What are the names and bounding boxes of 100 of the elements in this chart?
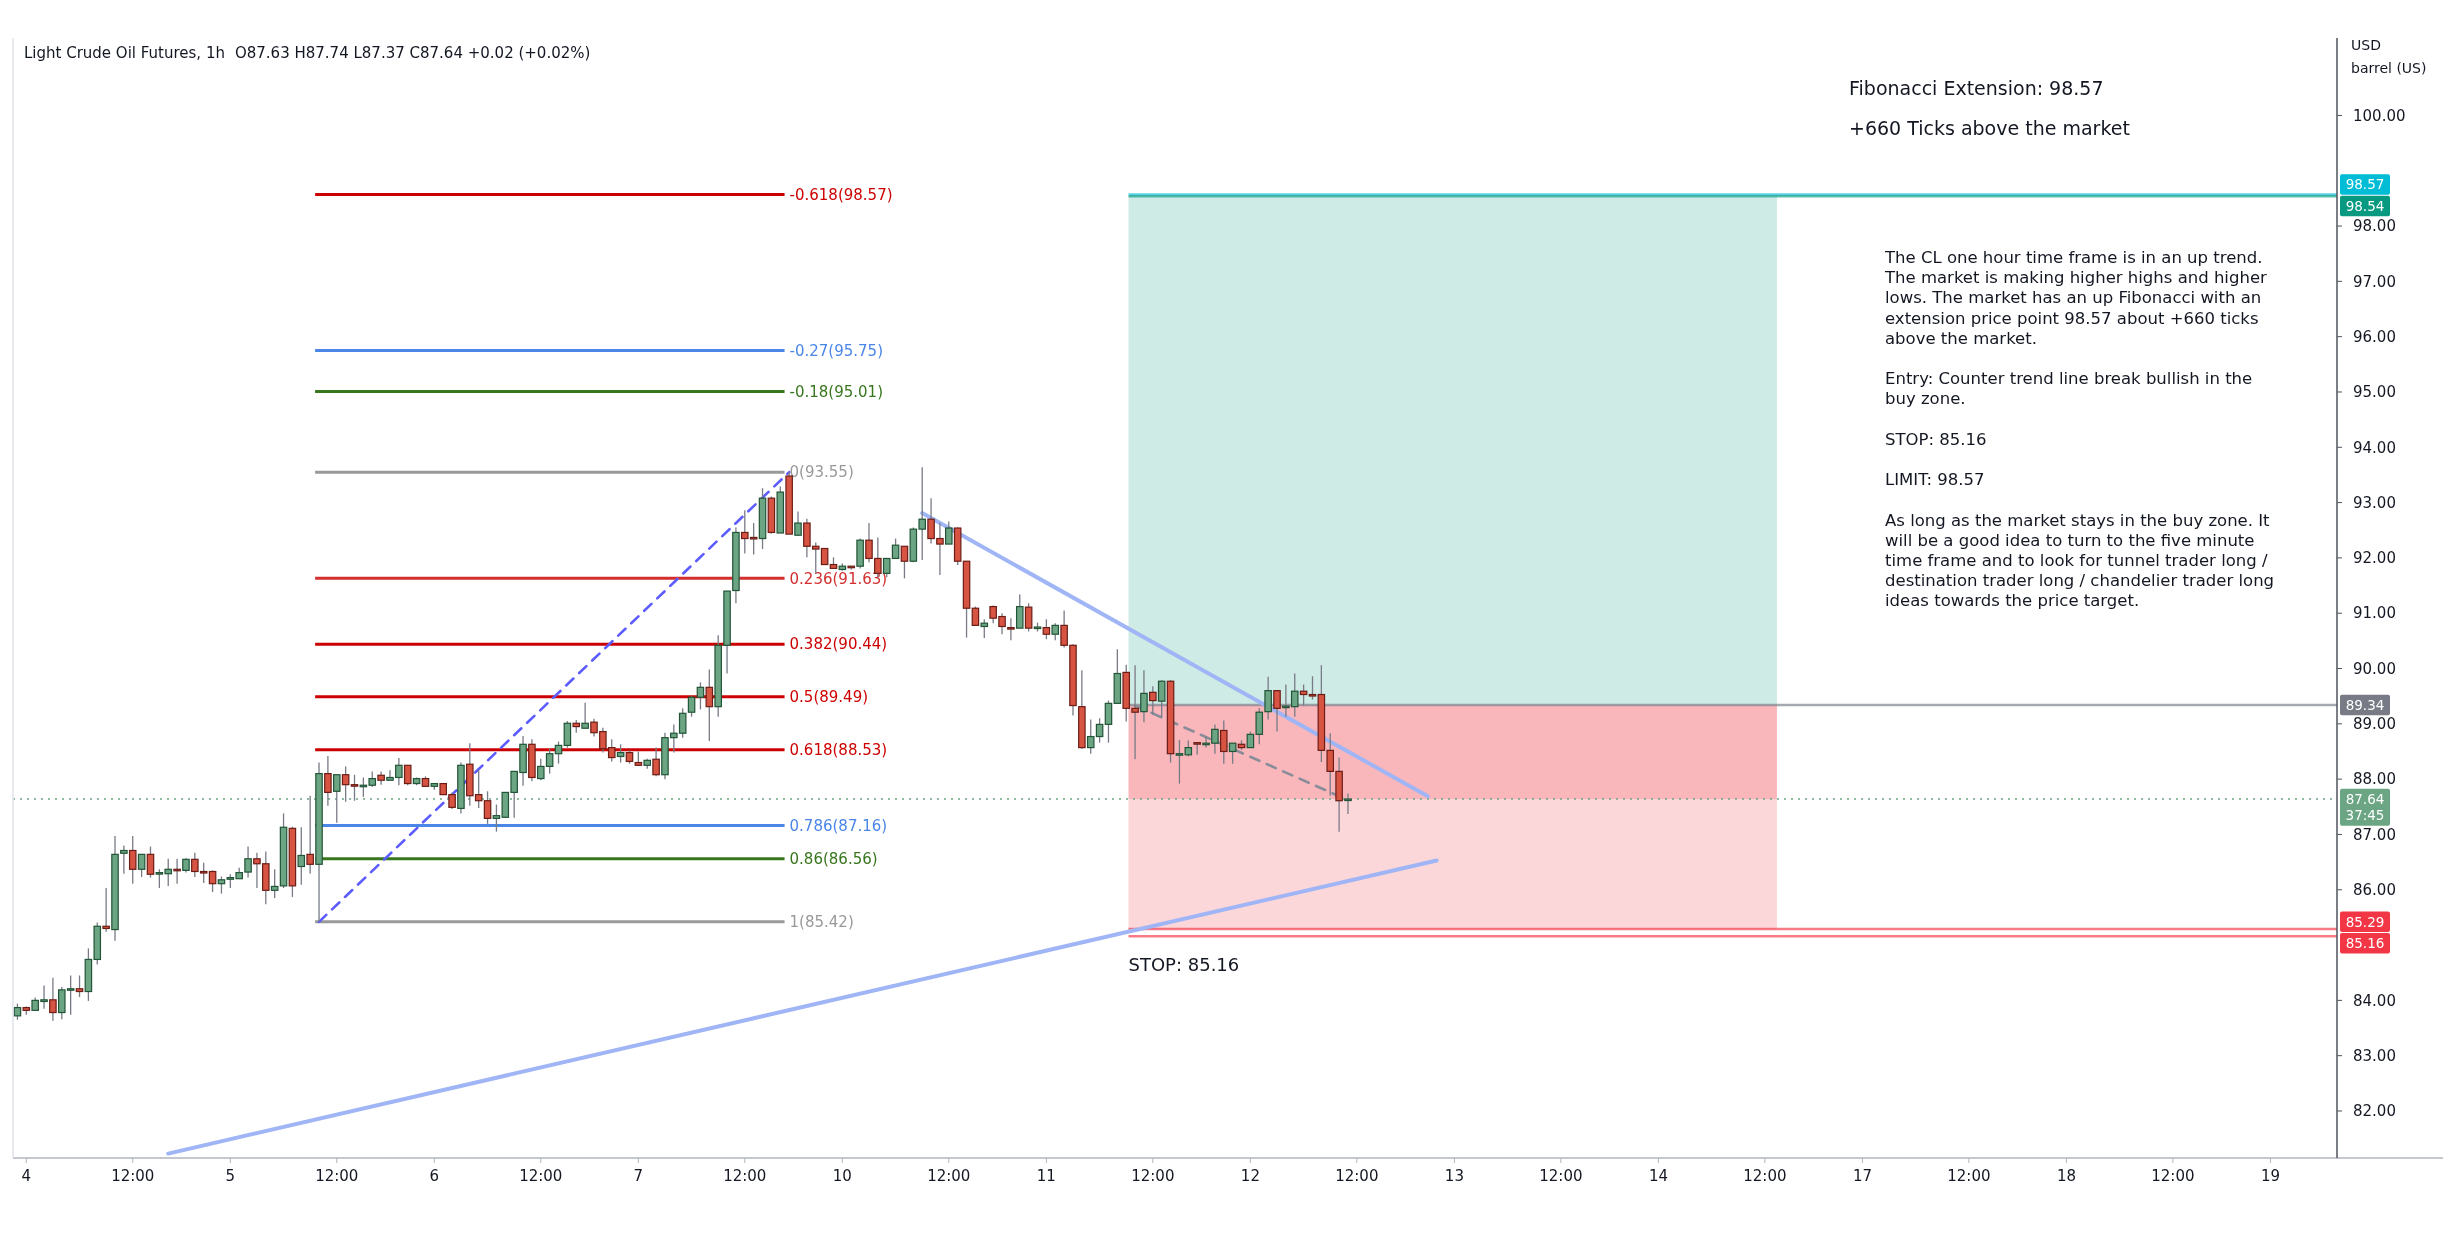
y-tick-label: 97.00: [2353, 272, 2396, 291]
y-tick-label: 90.00: [2353, 659, 2396, 678]
candlestick: [1219, 719, 1228, 765]
x-tick-label: 12:00: [723, 1167, 767, 1186]
y-tick-label: 86.00: [2353, 881, 2396, 899]
x-tick-label: 12:00: [1743, 1167, 1787, 1186]
x-tick-label: 17: [1852, 1167, 1872, 1186]
candlestick: [306, 795, 314, 875]
ref-line-label: 89.34: [2345, 696, 2385, 713]
x-tick-label: 12:00: [1539, 1167, 1583, 1186]
ref-line-label: 98.54: [2345, 197, 2385, 214]
chart-subtitle: O87.63 H87.74 L87.37 C87.64 +0.02 (+0.02%): [234, 44, 591, 62]
candlestick: [137, 853, 146, 878]
ref-line-label: 0.5(89.49): [789, 687, 869, 706]
ref-line-label: -0.18(95.01): [789, 382, 884, 401]
y-axis-title: USD barrel (US): [2351, 37, 2427, 76]
annotation: Fibonacci Extension: 98.57: [1849, 77, 2104, 99]
y-tick-label: 88.00: [2353, 770, 2396, 789]
ref-line-label: 98.57: [2345, 176, 2385, 193]
y-tick-label: 84.00: [2353, 991, 2396, 1010]
candlestick: [1015, 593, 1024, 629]
candlestick: [1104, 699, 1113, 744]
annotation: As long as the market stays in the buy zone. It will be a good idea to turn to the five minute time frame and to look for tunnel trader long / destination trader long / chandelier trader long ideas towards the price target.: [1885, 510, 2275, 611]
candlestick: [971, 605, 980, 627]
x-tick-label: 10: [832, 1167, 852, 1186]
ref-line-label: 0.236(91.63): [789, 569, 888, 588]
ref-line-label: 0.86(86.56): [789, 850, 878, 869]
x-tick-label: 12:00: [519, 1167, 563, 1186]
candlestick: [1024, 602, 1033, 633]
candlestick: [102, 887, 110, 933]
candlestick: [705, 668, 714, 742]
ref-line-label: 87.64 37:45: [2345, 790, 2385, 824]
candlestick: [1264, 676, 1272, 721]
candlestick: [1308, 675, 1317, 701]
candlestick: [1042, 618, 1051, 640]
candlestick: [49, 977, 57, 1022]
ref-line-label: 1(85.42): [789, 913, 854, 932]
y-tick-label: 100.00: [2353, 106, 2406, 125]
candlestick: [120, 844, 128, 875]
candlestick: [945, 520, 953, 545]
y-tick-label: 87.00: [2353, 825, 2396, 844]
candlestick: [1157, 679, 1166, 719]
candlestick: [324, 755, 332, 807]
annotation: LIMIT: 98.57: [1885, 470, 1985, 490]
candlestick: [581, 702, 589, 729]
ref-line-label: 0.786(87.16): [789, 816, 888, 835]
ref-line-label: 0.382(90.44): [789, 635, 888, 654]
y-tick-label: 96.00: [2353, 327, 2396, 346]
candlestick: [1273, 689, 1281, 733]
candlestick: [1140, 669, 1148, 723]
x-tick-label: 13: [1444, 1167, 1464, 1186]
x-tick-label: 6: [429, 1167, 440, 1186]
ref-line-label: -0.618(98.57): [789, 185, 893, 204]
annotation: STOP: 85.16: [1885, 429, 1987, 449]
candlestick: [403, 764, 412, 786]
y-tick-label: 92.00: [2353, 549, 2396, 568]
y-tick-label: 82.00: [2353, 1102, 2396, 1121]
ref-line-label: -0.27(95.75): [789, 341, 884, 360]
candlestick: [75, 974, 84, 998]
x-tick-label: 7: [633, 1167, 644, 1186]
x-tick-label: 19: [2260, 1167, 2281, 1186]
candlestick: [297, 826, 306, 886]
candlestick: [900, 545, 909, 580]
candlestick: [341, 765, 350, 803]
x-tick-label: 12:00: [927, 1167, 971, 1186]
ref-line-label: 85.16: [2345, 935, 2385, 952]
annotation: The CL one hour time frame is in an up trend. The market is making higher highs and higher lows. The market has an up Fibonacci with an extension price point 98.57 about +660 ticks above the market.: [1884, 248, 2268, 348]
candlestick: [616, 743, 625, 764]
candlestick: [980, 618, 989, 639]
x-tick-label: 4: [21, 1167, 32, 1186]
annotation: +660 Ticks above the market: [1849, 117, 2130, 139]
x-tick-label: 18: [2056, 1167, 2076, 1186]
candlestick: [652, 746, 660, 778]
annotation: STOP: 85.16: [1128, 954, 1240, 976]
ref-line-label: 0(93.55): [789, 463, 854, 482]
x-tick-label: 14: [1648, 1167, 1668, 1186]
candlestick: [1149, 685, 1157, 716]
candlestick: [563, 720, 572, 749]
candlestick: [794, 510, 802, 536]
candlestick: [687, 694, 696, 718]
x-tick-label: 12:00: [111, 1167, 155, 1186]
y-tick-label: 91.00: [2353, 604, 2396, 623]
candlestick: [377, 770, 385, 786]
candlestick: [696, 681, 705, 711]
x-tick-label: 12:00: [1131, 1167, 1175, 1186]
candlestick: [128, 835, 137, 885]
x-tick-label: 12: [1240, 1167, 1260, 1186]
candlestick: [1007, 617, 1015, 641]
ref-line-label: 0.618(88.53): [789, 741, 888, 760]
x-tick-label: 12:00: [1335, 1167, 1379, 1186]
x-tick-label: 5: [225, 1167, 236, 1186]
candlestick: [350, 774, 359, 802]
y-tick-label: 95.00: [2353, 383, 2396, 402]
annotation: Entry: Counter trend line break bullish in the buy zone.: [1885, 369, 2253, 409]
candlestick: [146, 845, 155, 879]
x-tick-label: 12:00: [315, 1167, 359, 1186]
y-tick-label: 93.00: [2353, 493, 2396, 512]
y-tick-label: 83.00: [2353, 1046, 2396, 1065]
x-tick-label: 11: [1036, 1167, 1056, 1186]
x-tick-label: 12:00: [1947, 1167, 1991, 1186]
